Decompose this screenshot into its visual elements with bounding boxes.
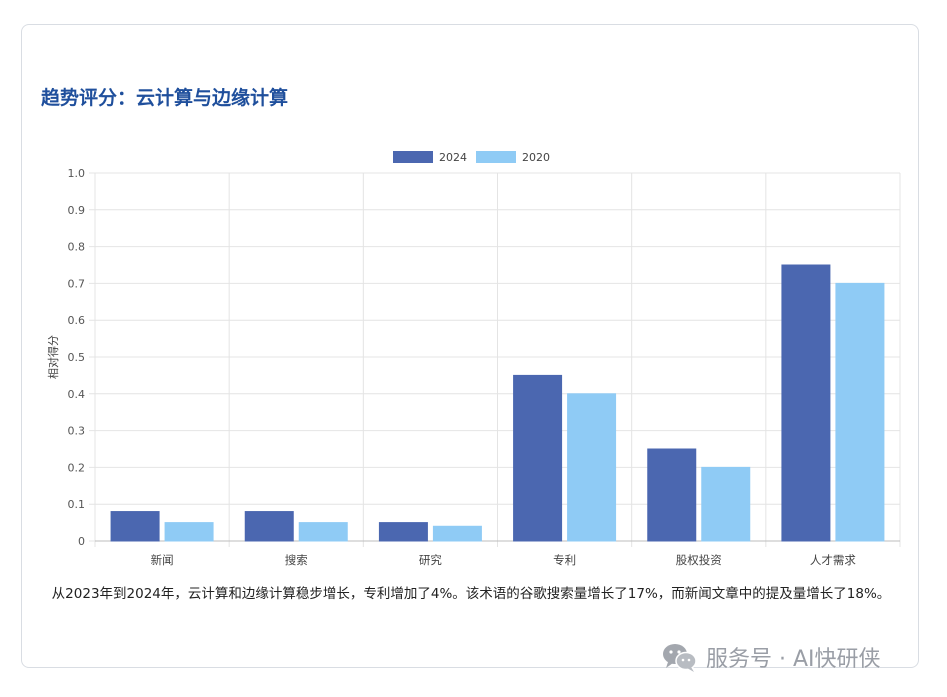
bar-2024-3 (378, 522, 428, 542)
x-tick-label: 人才需求 (810, 553, 856, 567)
y-tick-label: 0.4 (68, 388, 86, 401)
watermark-text: 服务号 · AI快研侠 (706, 647, 881, 672)
x-tick-label: 股权投资 (676, 553, 722, 567)
bar-2024-4 (513, 374, 563, 542)
bar-2024-1 (110, 511, 160, 542)
watermark: 服务号 · AI快研侠 (660, 640, 881, 674)
y-tick-label: 0.8 (68, 241, 86, 254)
bar-2024-5 (647, 448, 697, 542)
y-tick-label: 0 (78, 535, 85, 548)
bar-2024-6 (781, 264, 831, 542)
y-tick-label: 1.0 (68, 167, 86, 180)
x-tick-label: 研究 (419, 553, 442, 567)
y-tick-label: 0.5 (68, 351, 86, 364)
legend-swatch-2020 (476, 151, 516, 163)
bar-2020-4 (567, 393, 617, 542)
chart-title: 趋势评分：云计算与边缘计算 (41, 87, 289, 109)
bar-2020-1 (164, 522, 214, 542)
chart-card: 趋势评分：云计算与边缘计算 从2023年到2024年，云计算和边缘计算稳步增长，… (21, 24, 919, 668)
legend-label: 2024 (439, 151, 467, 164)
y-axis-label: 相对得分 (46, 335, 60, 379)
legend-swatch-2024 (393, 151, 433, 163)
x-tick-label: 专利 (553, 553, 576, 567)
bar-2020-3 (432, 525, 482, 542)
legend-label: 2020 (522, 151, 550, 164)
y-tick-label: 0.9 (68, 204, 86, 217)
y-tick-label: 0.7 (68, 277, 86, 290)
chart-caption: 从2023年到2024年，云计算和边缘计算稳步增长，专利增加了4%。该术语的谷歌… (51, 586, 891, 602)
bar-2024-2 (244, 511, 294, 542)
x-tick-label: 搜索 (285, 553, 308, 567)
bar-2020-5 (701, 466, 751, 542)
wechat-icon (663, 644, 697, 672)
y-tick-label: 0.6 (68, 314, 86, 327)
y-tick-label: 0.1 (68, 498, 86, 511)
y-tick-label: 0.2 (68, 461, 86, 474)
bar-2020-6 (835, 282, 885, 542)
y-tick-label: 0.3 (68, 425, 86, 438)
x-tick-label: 新闻 (151, 553, 174, 567)
bar-2020-2 (298, 522, 348, 542)
